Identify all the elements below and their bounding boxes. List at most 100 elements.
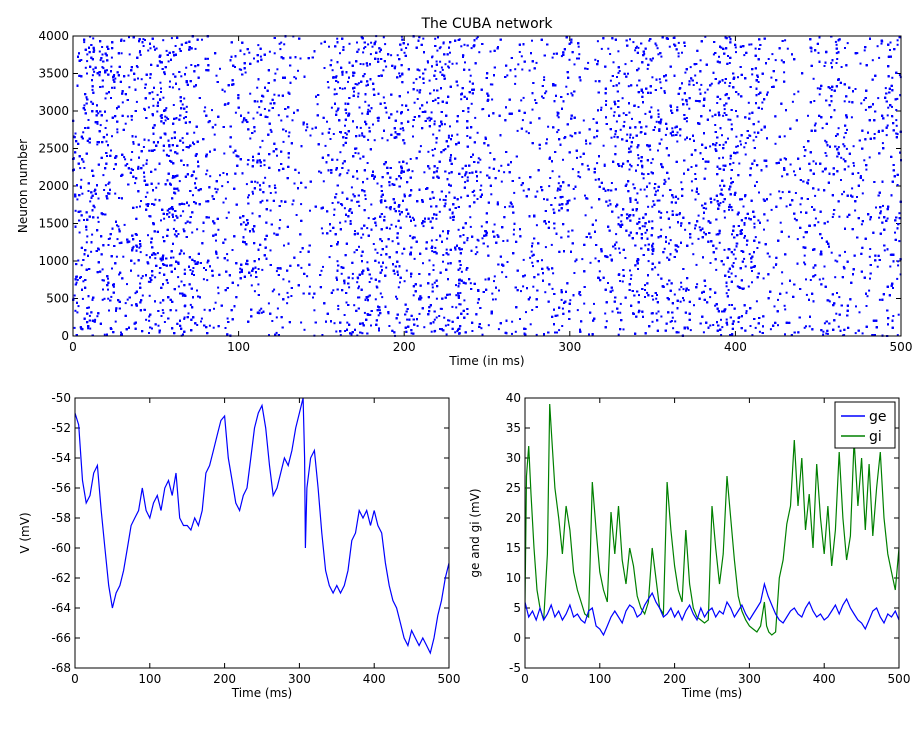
spike-point bbox=[476, 251, 479, 254]
spike-point bbox=[128, 86, 131, 89]
spike-point bbox=[558, 175, 561, 178]
spike-point bbox=[151, 91, 154, 94]
spike-point bbox=[500, 164, 503, 167]
spike-point bbox=[183, 97, 186, 100]
raster-panel: 0 100 200 300 400 500050010001500200025003000… bbox=[16, 16, 912, 368]
spike-point bbox=[610, 182, 613, 184]
spike-point bbox=[178, 47, 181, 50]
spike-point bbox=[122, 255, 125, 258]
spike-point bbox=[766, 219, 769, 222]
spike-point bbox=[743, 223, 746, 226]
spike-point bbox=[878, 216, 881, 219]
spike-point bbox=[189, 269, 192, 271]
spike-point bbox=[447, 65, 450, 68]
spike-point bbox=[609, 53, 612, 55]
spike-point bbox=[878, 298, 881, 301]
spike-point bbox=[894, 231, 896, 234]
spike-point bbox=[379, 292, 382, 295]
spike-point bbox=[192, 194, 194, 197]
spike-point bbox=[162, 258, 164, 261]
spike-point bbox=[162, 96, 165, 99]
spike-point bbox=[720, 334, 723, 336]
spike-point bbox=[366, 267, 369, 270]
spike-point bbox=[369, 313, 372, 316]
spike-point bbox=[623, 120, 626, 123]
spike-point bbox=[677, 245, 680, 248]
spike-point bbox=[223, 90, 226, 93]
spike-point bbox=[115, 255, 118, 258]
spike-point bbox=[204, 106, 207, 109]
spike-point bbox=[373, 177, 375, 180]
spike-point bbox=[101, 85, 104, 88]
spike-point bbox=[258, 309, 261, 312]
spike-point bbox=[148, 149, 151, 152]
spike-point bbox=[126, 298, 129, 301]
spike-point bbox=[438, 315, 441, 317]
spike-point bbox=[705, 207, 708, 210]
y-tick-label: 4000 bbox=[38, 29, 69, 43]
spike-point bbox=[514, 82, 517, 85]
spike-point bbox=[824, 139, 827, 142]
spike-point bbox=[396, 297, 399, 300]
spike-point bbox=[735, 145, 738, 148]
spike-point bbox=[158, 271, 161, 274]
spike-point bbox=[828, 300, 831, 303]
spike-point bbox=[469, 282, 472, 285]
spike-point bbox=[670, 320, 673, 322]
spike-point bbox=[326, 120, 328, 123]
spike-point bbox=[83, 167, 86, 169]
spike-point bbox=[291, 203, 294, 206]
spike-point bbox=[329, 229, 332, 232]
spike-point bbox=[354, 152, 357, 154]
spike-point bbox=[152, 97, 155, 100]
spike-point bbox=[471, 330, 474, 332]
spike-point bbox=[268, 334, 270, 337]
spike-point bbox=[876, 45, 879, 48]
spike-point bbox=[412, 294, 415, 297]
spike-point bbox=[629, 201, 632, 203]
spike-point bbox=[544, 246, 547, 249]
spike-point bbox=[183, 316, 186, 319]
spike-point bbox=[468, 172, 471, 174]
spike-point bbox=[89, 200, 92, 203]
spike-point bbox=[123, 223, 126, 226]
spike-point bbox=[432, 133, 435, 136]
spike-point bbox=[182, 333, 184, 336]
spike-point bbox=[466, 135, 469, 137]
spike-point bbox=[456, 330, 459, 333]
spike-point bbox=[242, 119, 245, 122]
spike-point bbox=[158, 60, 161, 63]
spike-point bbox=[594, 80, 597, 83]
spike-point bbox=[402, 129, 405, 132]
spike-point bbox=[328, 45, 330, 48]
spike-point bbox=[534, 99, 537, 102]
spike-point bbox=[455, 294, 458, 297]
spike-point bbox=[736, 285, 739, 288]
spike-point bbox=[191, 270, 194, 273]
spike-point bbox=[881, 142, 884, 145]
spike-point bbox=[339, 151, 342, 154]
spike-point bbox=[390, 54, 393, 57]
spike-point bbox=[257, 44, 260, 47]
spike-point bbox=[172, 216, 174, 218]
spike-point bbox=[714, 124, 717, 126]
spike-point bbox=[183, 317, 186, 320]
spike-point bbox=[535, 333, 538, 336]
spike-point bbox=[822, 277, 825, 280]
spike-point bbox=[476, 131, 479, 134]
spike-point bbox=[612, 61, 615, 64]
spike-point bbox=[401, 252, 404, 255]
spike-point bbox=[135, 65, 138, 67]
spike-point bbox=[769, 193, 772, 196]
spike-point bbox=[427, 150, 430, 153]
spike-point bbox=[380, 253, 383, 256]
spike-point bbox=[671, 316, 674, 319]
spike-point bbox=[511, 320, 514, 323]
spike-point bbox=[784, 333, 786, 336]
spike-point bbox=[848, 100, 851, 103]
spike-point bbox=[896, 39, 899, 42]
spike-point bbox=[781, 282, 784, 285]
spike-point bbox=[791, 100, 794, 103]
spike-point bbox=[142, 45, 145, 47]
spike-point bbox=[476, 301, 479, 304]
